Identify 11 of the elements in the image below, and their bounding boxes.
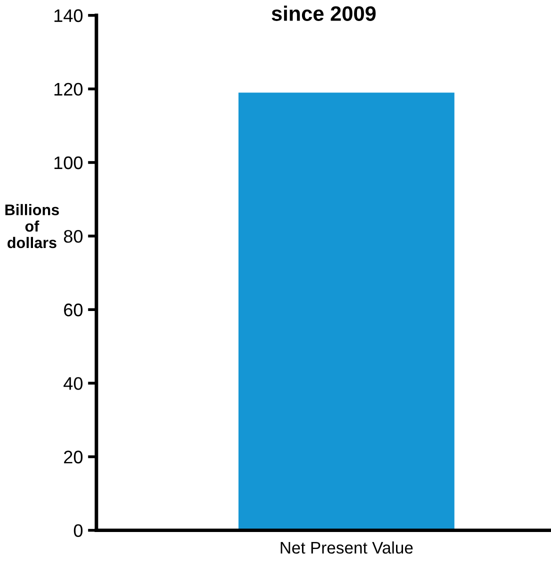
y-tick-label: 20	[64, 450, 83, 464]
y-tick-label: 60	[64, 304, 83, 316]
y-axis-title: Billions of dollars	[5, 204, 59, 248]
y-tick-label: 40	[64, 377, 83, 390]
chart-title: since 2009	[272, 6, 376, 21]
y-tick-label: 120	[54, 82, 83, 96]
y-tick-label: 0	[74, 524, 83, 538]
x-tick-label: Net Present Value	[280, 541, 413, 554]
y-tick-label: 80	[64, 230, 83, 243]
y-tick-label: 100	[54, 156, 83, 170]
y-tick-label: 140	[54, 9, 83, 22]
